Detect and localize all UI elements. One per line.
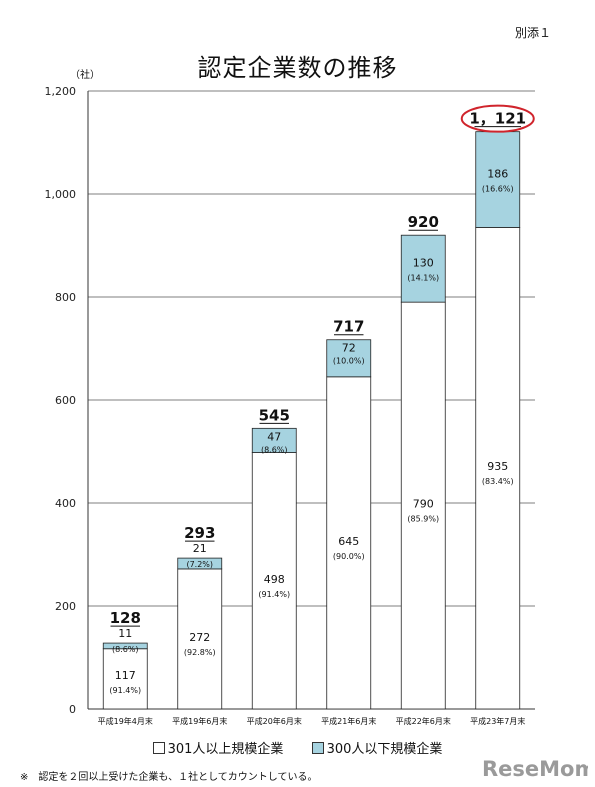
y-tick-label: 1,200 bbox=[45, 85, 77, 98]
resemom-logo: ReseMom bbox=[482, 757, 588, 781]
total-label: 293 bbox=[184, 524, 215, 542]
bar-segment-small bbox=[177, 557, 223, 570]
total-label: 1，121 bbox=[469, 110, 526, 128]
x-tick-label: 平成19年4月末 bbox=[98, 716, 153, 726]
percent-label-small: (8.6%) bbox=[261, 445, 288, 454]
legend-label-large: 301人以上規模企業 bbox=[167, 742, 284, 757]
stacked-bar-chart: 0 200 400 600 800 1,000 1,200 117 (91.4%) 11 (8.6%… bbox=[45, 85, 535, 726]
total-label: 717 bbox=[333, 318, 364, 336]
value-label-large: 790 bbox=[413, 498, 434, 511]
chart-title: 認定企業数の推移 bbox=[197, 54, 398, 82]
legend-label-small: 300人以下規模企業 bbox=[326, 742, 443, 757]
x-tick-label: 平成19年6月末 bbox=[172, 716, 227, 726]
value-label-large: 117 bbox=[115, 669, 136, 682]
total-label: 920 bbox=[408, 213, 439, 231]
legend-item-large: 301人以上規模企業 bbox=[152, 738, 284, 757]
bar-segment-small bbox=[251, 427, 297, 453]
bar-segment-large bbox=[251, 452, 297, 710]
legend-swatch-large bbox=[152, 742, 165, 754]
value-label-large: 498 bbox=[264, 573, 285, 586]
bar-segment-large bbox=[326, 376, 372, 710]
value-label-small: 47 bbox=[267, 430, 281, 443]
value-label-small: 72 bbox=[342, 342, 356, 355]
x-tick-label: 平成20年6月末 bbox=[247, 716, 302, 726]
value-label-small: 21 bbox=[193, 542, 207, 555]
x-tick-label: 平成23年7月末 bbox=[470, 716, 525, 726]
percent-label-large: (91.4%) bbox=[109, 686, 141, 695]
value-label-large: 272 bbox=[189, 631, 210, 644]
attachment-label: 別添１ bbox=[515, 26, 552, 40]
percent-label-large: (85.9%) bbox=[407, 515, 439, 524]
bar-segment-small bbox=[400, 234, 446, 303]
x-tick-label: 平成21年6月末 bbox=[321, 716, 376, 726]
bar-segment-small bbox=[326, 339, 372, 378]
value-label-small: 130 bbox=[413, 257, 434, 270]
y-axis-unit: （社） bbox=[70, 70, 100, 81]
bar-segment-small bbox=[102, 642, 148, 650]
y-tick-label: 400 bbox=[55, 497, 76, 510]
percent-label-large: (83.4%) bbox=[482, 477, 514, 486]
percent-label-large: (92.8%) bbox=[184, 648, 216, 657]
percent-label-large: (90.0%) bbox=[333, 552, 365, 561]
y-tick-label: 1,000 bbox=[45, 188, 77, 201]
highlight-ellipse bbox=[460, 104, 535, 133]
bar-segment-large bbox=[400, 301, 446, 710]
value-label-small: 186 bbox=[487, 168, 508, 181]
percent-label-small: (16.6%) bbox=[482, 185, 514, 194]
bar-segment-large bbox=[102, 648, 148, 710]
y-tick-label: 200 bbox=[55, 600, 76, 613]
legend: 301人以上規模企業 300人以下規模企業 bbox=[0, 738, 595, 757]
percent-label-small: (10.0%) bbox=[333, 357, 365, 366]
bar-segment-small bbox=[475, 131, 521, 228]
value-label-small: 11 bbox=[118, 627, 132, 640]
percent-label-small: (7.2%) bbox=[186, 560, 213, 569]
legend-item-small: 300人以下規模企業 bbox=[311, 738, 443, 757]
bar-segment-large bbox=[475, 227, 521, 710]
y-tick-label: 600 bbox=[55, 394, 76, 407]
total-label: 128 bbox=[110, 609, 141, 627]
x-tick-label: 平成22年6月末 bbox=[396, 716, 451, 726]
percent-label-small: (8.6%) bbox=[112, 645, 139, 654]
value-label-large: 935 bbox=[487, 460, 508, 473]
watermark-text: ReseMom bbox=[482, 757, 588, 781]
footnote: ※ 認定を２回以上受けた企業も、１社としてカウントしている。 bbox=[20, 772, 318, 783]
legend-swatch-small bbox=[311, 742, 324, 754]
total-label: 545 bbox=[259, 406, 290, 424]
y-tick-label: 0 bbox=[69, 703, 76, 716]
y-tick-label: 800 bbox=[55, 291, 76, 304]
bar-segment-large bbox=[177, 568, 223, 710]
percent-label-small: (14.1%) bbox=[407, 274, 439, 283]
value-label-large: 645 bbox=[338, 535, 359, 548]
percent-label-large: (91.4%) bbox=[258, 590, 290, 599]
